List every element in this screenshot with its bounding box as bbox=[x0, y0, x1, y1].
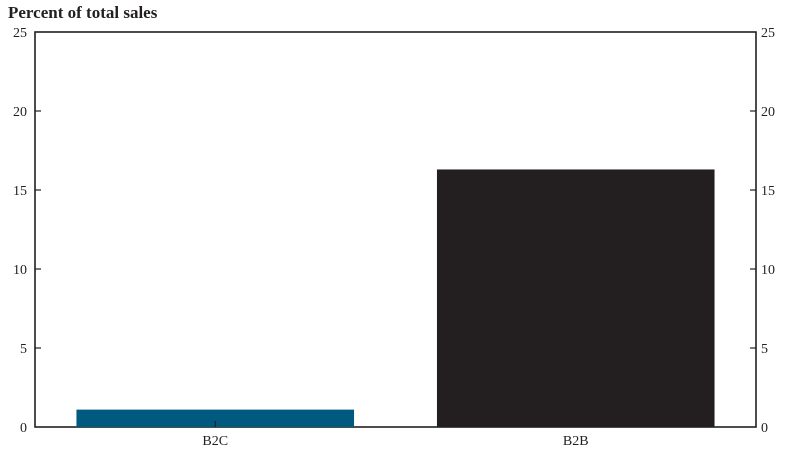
y-tick-label-right-0: 0 bbox=[761, 421, 768, 436]
plot-frame bbox=[34, 31, 757, 428]
y-tick-label-right-15: 15 bbox=[761, 184, 775, 199]
y-tick-label-left-25: 25 bbox=[13, 26, 27, 41]
y-tick-label-left-10: 10 bbox=[13, 263, 27, 278]
y-tick-label-left-20: 20 bbox=[13, 105, 27, 120]
y-tick-label-right-10: 10 bbox=[761, 263, 775, 278]
y-tick-label-right-20: 20 bbox=[761, 105, 775, 120]
x-tick-label-b2b: B2B bbox=[563, 434, 589, 449]
bars-group bbox=[76, 169, 715, 427]
ticks-group bbox=[35, 110, 756, 427]
labels-group: B2C B2B 0 0 5 5 10 10 15 15 20 20 25 25 bbox=[13, 26, 775, 449]
chart-title: Percent of total sales bbox=[8, 3, 158, 22]
y-tick-label-left-15: 15 bbox=[13, 184, 27, 199]
y-tick-label-left-0: 0 bbox=[20, 421, 27, 436]
plot-area: B2C B2B 0 0 5 5 10 10 15 15 20 20 25 25 bbox=[13, 26, 775, 449]
bar-b2c bbox=[76, 409, 355, 427]
x-tick-label-b2c: B2C bbox=[202, 434, 228, 449]
y-tick-label-right-25: 25 bbox=[761, 26, 775, 41]
bar-b2b bbox=[436, 169, 715, 427]
y-tick-label-right-5: 5 bbox=[761, 342, 768, 357]
y-tick-label-left-5: 5 bbox=[20, 342, 27, 357]
